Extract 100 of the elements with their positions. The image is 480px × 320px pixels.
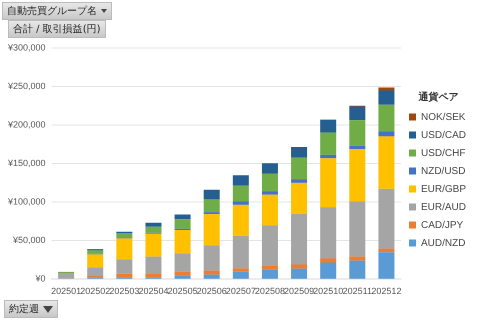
bar (378, 252, 394, 279)
bar (262, 269, 278, 279)
bar (145, 256, 162, 274)
bar (204, 274, 220, 279)
bar (349, 260, 366, 279)
bar (116, 238, 132, 260)
legend-label: CAD/JPY (420, 220, 464, 231)
x-tick-label: 202508 (254, 286, 285, 296)
bar (378, 104, 394, 132)
bar (174, 272, 191, 276)
y-tick-label: ¥0 (34, 274, 46, 284)
bar (349, 202, 366, 257)
x-tick-label: 202502 (80, 286, 110, 296)
bar (378, 248, 394, 252)
bar (116, 274, 132, 278)
bar (145, 226, 162, 233)
bar (145, 273, 162, 278)
x-tick-label: 202505 (168, 286, 198, 296)
bar (262, 163, 278, 174)
x-tick-label: 202507 (226, 286, 256, 296)
y-tick-label: ¥150,000 (6, 158, 46, 168)
bar (204, 214, 220, 246)
bar (262, 266, 278, 270)
legend-label: USD/CAD (420, 130, 466, 141)
bar (378, 131, 394, 136)
bar (174, 275, 191, 279)
bar (349, 106, 366, 120)
x-tick-label: 202511 (342, 286, 372, 296)
bar (262, 194, 278, 226)
bar (349, 256, 366, 261)
bar (116, 233, 132, 238)
bar (291, 147, 308, 158)
bar (58, 273, 74, 279)
bar (291, 182, 308, 214)
bar (291, 214, 308, 265)
bar (87, 267, 104, 276)
x-tick-label: 202501 (51, 286, 82, 296)
bar (291, 158, 308, 180)
bar (204, 199, 220, 212)
bar (349, 120, 366, 146)
bar (320, 207, 336, 259)
bar (116, 259, 132, 274)
y-tick-label: ¥250,000 (6, 81, 46, 92)
x-tick-label: 202510 (313, 286, 344, 296)
bar (174, 230, 191, 254)
y-tick-label: ¥300,000 (6, 42, 46, 52)
bar (174, 219, 191, 229)
text: 約定週 (9, 302, 39, 316)
legend-label: NOK/SEK (420, 112, 466, 123)
bar (378, 188, 394, 249)
bar (320, 262, 336, 279)
bar (320, 154, 336, 158)
bar (291, 268, 308, 279)
bar (204, 270, 220, 275)
bar (145, 234, 162, 257)
bar (378, 88, 394, 91)
legend-label: EUR/GBP (420, 184, 466, 195)
bar (320, 132, 336, 155)
x-tick-label: 202503 (109, 286, 140, 296)
bar (262, 225, 278, 266)
bar (232, 268, 249, 272)
bar (378, 90, 394, 105)
text: 自動売買グループ名 (7, 4, 97, 18)
bar (145, 222, 162, 227)
bar (232, 202, 249, 205)
bar (204, 190, 220, 200)
x-tick-label: 202512 (371, 286, 402, 296)
bar (349, 146, 366, 150)
bar (232, 236, 249, 268)
bar (232, 175, 249, 186)
bar (87, 250, 104, 254)
bar (232, 272, 249, 279)
legend-title: 通貨ペア (417, 90, 458, 103)
text: 合計 / 取引損益(円) (13, 22, 101, 36)
y-tick-label: ¥50,000 (12, 235, 46, 246)
legend-label: NZD/USD (420, 166, 466, 177)
bar (291, 264, 308, 269)
bar (291, 180, 308, 183)
y-tick-label: ¥100,000 (6, 196, 46, 207)
x-tick-label: 202504 (138, 286, 168, 296)
legend-label: USD/CHF (420, 148, 466, 159)
bar (262, 174, 278, 192)
bar (320, 258, 336, 263)
bar (232, 186, 249, 202)
bar (174, 253, 191, 272)
bar (87, 254, 104, 268)
bar (174, 214, 191, 220)
legend-label: EUR/AUD (420, 202, 466, 213)
bar (262, 192, 278, 195)
x-tick-label: 202506 (196, 286, 227, 296)
bar (320, 120, 336, 133)
legend-label: AUD/NZD (420, 238, 466, 249)
y-tick-label: ¥200,000 (6, 120, 46, 130)
bar (87, 275, 104, 278)
bar (349, 149, 366, 202)
bar (232, 204, 249, 236)
bar (204, 245, 220, 271)
bar (378, 136, 394, 189)
x-tick-label: 202509 (284, 286, 314, 296)
bar (320, 158, 336, 208)
